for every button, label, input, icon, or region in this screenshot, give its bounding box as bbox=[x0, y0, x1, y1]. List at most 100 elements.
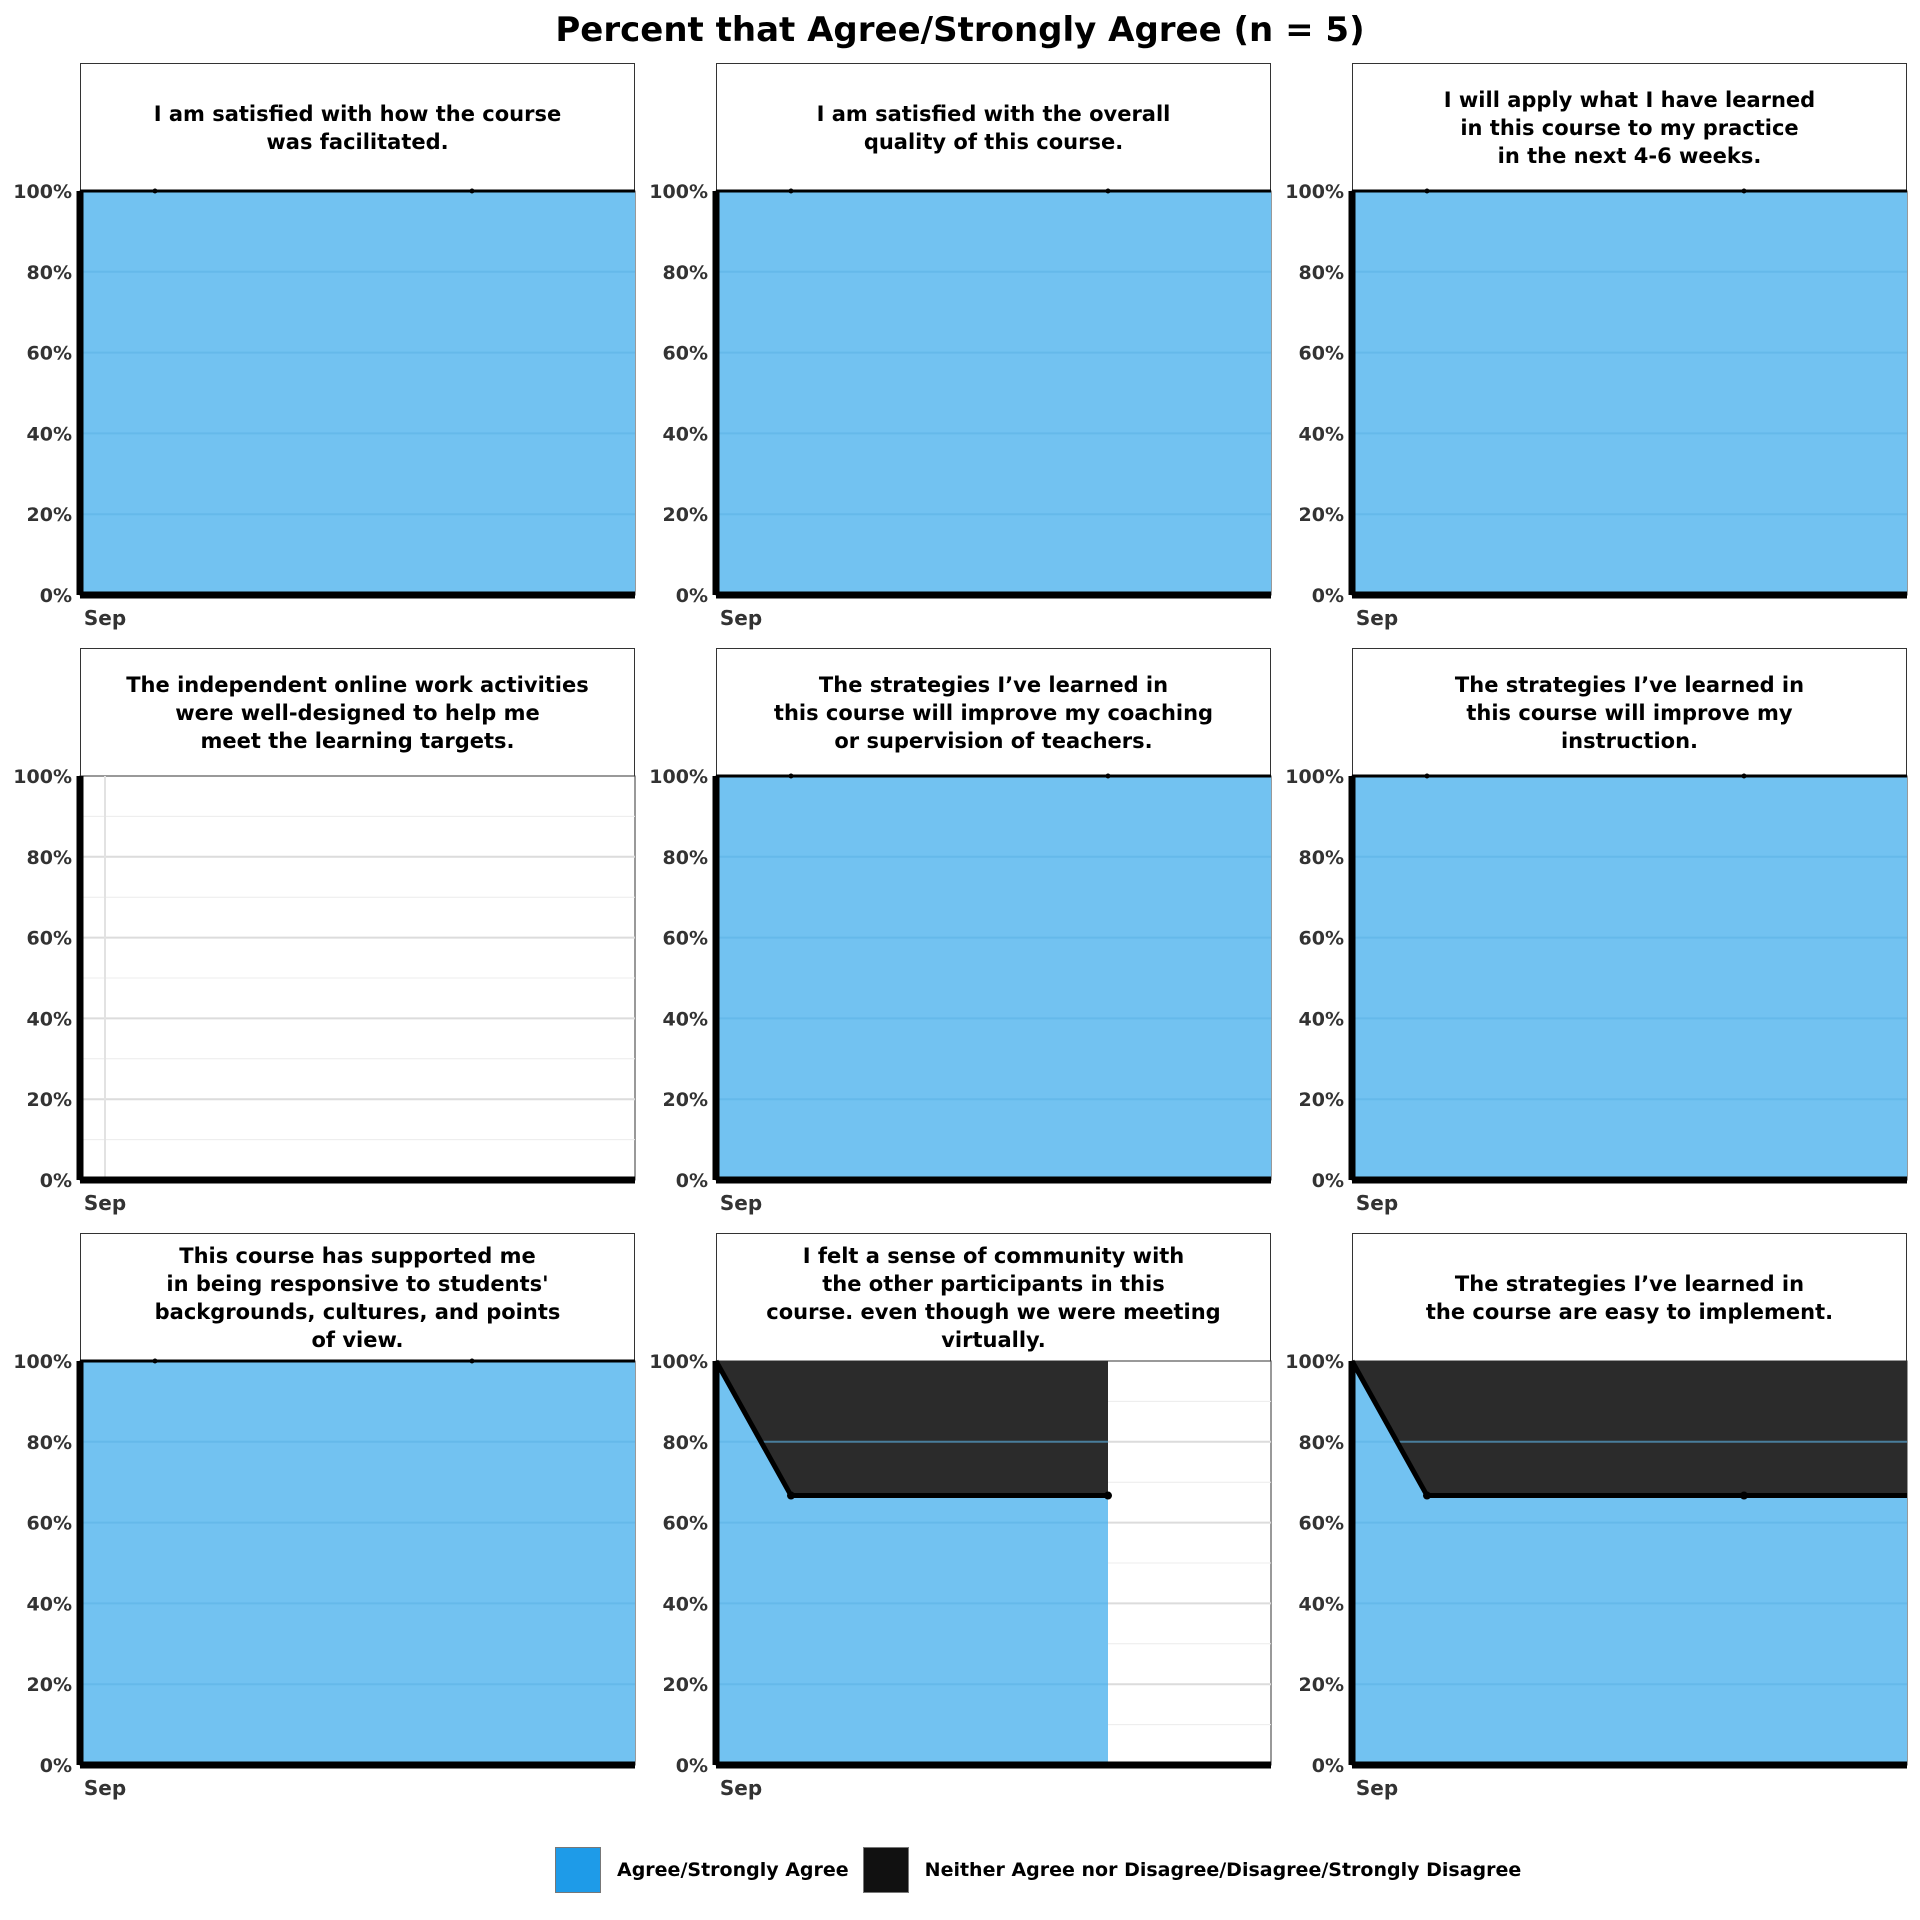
y-tick-label: 100% bbox=[13, 1351, 72, 1373]
y-tick-label: 0% bbox=[676, 1170, 708, 1192]
y-tick-label: 60% bbox=[27, 1513, 72, 1535]
y-tick-label: 0% bbox=[676, 585, 708, 607]
series-line bbox=[1349, 1359, 1907, 1499]
y-tick-label: 80% bbox=[663, 847, 708, 869]
facet-strip: The strategies I’ve learned in the cours… bbox=[1352, 1233, 1907, 1362]
x-tick-label: Sep bbox=[720, 1191, 762, 1215]
plot-area: 0% 20% 40% 60% 80% 100% Sep bbox=[1285, 181, 1908, 630]
facet-title: I felt a sense of community with the oth… bbox=[766, 1244, 1221, 1352]
x-tick-label: Sep bbox=[720, 606, 762, 630]
facet-panel: The strategies I’ve learned in this cour… bbox=[649, 648, 1272, 1215]
facet-title: I will apply what I have learned in this… bbox=[1443, 88, 1816, 168]
y-tick-label: 20% bbox=[663, 1674, 708, 1696]
legend-item: Agree/Strongly Agree bbox=[555, 1847, 849, 1893]
y-tick-label: 80% bbox=[663, 1432, 708, 1454]
agree-area bbox=[1352, 191, 1907, 595]
plot-area: 0% 20% 40% 60% 80% 100% Sep bbox=[13, 766, 636, 1215]
agree-area bbox=[716, 776, 1271, 1180]
y-tick-label: 100% bbox=[649, 181, 708, 203]
data-point bbox=[1741, 773, 1747, 779]
y-tick-label: 80% bbox=[1299, 262, 1344, 284]
y-tick-label: 20% bbox=[1299, 1089, 1344, 1111]
y-tick-label: 0% bbox=[40, 585, 72, 607]
y-tick-label: 80% bbox=[27, 1432, 72, 1454]
y-tick-label: 60% bbox=[27, 928, 72, 950]
facet-title: The independent online work activities w… bbox=[126, 673, 589, 753]
y-tick-label: 20% bbox=[1299, 504, 1344, 526]
y-tick-label: 60% bbox=[27, 343, 72, 365]
data-point bbox=[1105, 773, 1111, 779]
y-tick-label: 20% bbox=[663, 1089, 708, 1111]
x-tick-label: Sep bbox=[1356, 1191, 1398, 1215]
plot-area: 0% 20% 40% 60% 80% 100% Sep bbox=[1285, 1351, 1908, 1800]
agree-area bbox=[716, 191, 1271, 595]
legend: Agree/Strongly Agree Neither Agree nor Di… bbox=[555, 1846, 1535, 1894]
disagree-area bbox=[716, 1361, 1108, 1496]
x-tick-label: Sep bbox=[720, 1776, 762, 1800]
y-tick-label: 80% bbox=[27, 262, 72, 284]
data-point bbox=[788, 773, 794, 779]
y-tick-label: 40% bbox=[663, 1593, 708, 1615]
y-tick-label: 80% bbox=[27, 847, 72, 869]
y-tick-label: 0% bbox=[40, 1170, 72, 1192]
x-tick-label: Sep bbox=[84, 1776, 126, 1800]
x-tick-label: Sep bbox=[1356, 606, 1398, 630]
y-tick-label: 100% bbox=[13, 766, 72, 788]
y-tick-label: 100% bbox=[13, 181, 72, 203]
legend-label: Agree/Strongly Agree bbox=[617, 1859, 849, 1881]
y-tick-label: 20% bbox=[663, 504, 708, 526]
agree-area bbox=[716, 1361, 1108, 1765]
y-tick-label: 0% bbox=[1312, 1755, 1344, 1777]
facet-title: The strategies I’ve learned in this cour… bbox=[1454, 673, 1805, 753]
agree-area bbox=[80, 191, 635, 595]
facet-strip: The strategies I’ve learned in this cour… bbox=[1352, 648, 1907, 777]
y-tick-label: 40% bbox=[663, 1008, 708, 1030]
data-point bbox=[1424, 188, 1430, 194]
facet-strip: I will apply what I have learned in this… bbox=[1352, 63, 1907, 192]
x-tick-label: Sep bbox=[84, 606, 126, 630]
y-tick-label: 40% bbox=[1299, 1593, 1344, 1615]
agree-area bbox=[1352, 1361, 1907, 1765]
plot-area: 0% 20% 40% 60% 80% 100% Sep bbox=[13, 181, 636, 630]
plot-area: 0% 20% 40% 60% 80% 100% Sep bbox=[649, 181, 1272, 630]
y-tick-label: 100% bbox=[1285, 1351, 1344, 1373]
facet-strip: I felt a sense of community with the oth… bbox=[716, 1233, 1271, 1362]
legend-swatch bbox=[555, 1847, 601, 1893]
y-tick-label: 100% bbox=[1285, 766, 1344, 788]
data-point bbox=[1104, 1491, 1112, 1500]
facet-strip: I am satisfied with how the course was f… bbox=[80, 63, 635, 192]
agree-area bbox=[80, 1361, 635, 1765]
plot-area: 0% 20% 40% 60% 80% 100% Sep bbox=[1285, 766, 1908, 1215]
plot-area: 0% 20% 40% 60% 80% 100% Sep bbox=[649, 1351, 1272, 1800]
facet-strip: I am satisfied with the overall quality … bbox=[716, 63, 1271, 192]
facet-strip: This course has supported me in being re… bbox=[80, 1233, 635, 1362]
y-tick-label: 0% bbox=[676, 1755, 708, 1777]
legend-item: Neither Agree nor Disagree/Disagree/Stro… bbox=[862, 1847, 1521, 1893]
x-tick-label: Sep bbox=[84, 1191, 126, 1215]
facet-strip: The independent online work activities w… bbox=[80, 648, 635, 777]
chart-title: Percent that Agree/Strongly Agree (n = 5… bbox=[555, 10, 1365, 50]
facet-panel: I am satisfied with the overall quality … bbox=[649, 63, 1272, 630]
y-tick-label: 0% bbox=[1312, 1170, 1344, 1192]
facet-title: I am satisfied with the overall quality … bbox=[816, 102, 1171, 154]
y-tick-label: 40% bbox=[27, 423, 72, 445]
y-tick-label: 20% bbox=[27, 1674, 72, 1696]
y-tick-label: 80% bbox=[1299, 1432, 1344, 1454]
y-tick-label: 20% bbox=[27, 1089, 72, 1111]
y-tick-label: 20% bbox=[27, 504, 72, 526]
plot-area: 0% 20% 40% 60% 80% 100% Sep bbox=[649, 766, 1272, 1215]
data-point bbox=[1105, 188, 1111, 194]
facet-panel: This course has supported me in being re… bbox=[13, 1233, 636, 1800]
y-tick-label: 80% bbox=[663, 262, 708, 284]
data-point bbox=[469, 188, 475, 194]
facet-title: The strategies I’ve learned in this cour… bbox=[773, 673, 1214, 753]
data-point bbox=[788, 188, 794, 194]
y-tick-label: 40% bbox=[1299, 423, 1344, 445]
y-tick-label: 40% bbox=[27, 1008, 72, 1030]
facet-panel: The strategies I’ve learned in the cours… bbox=[1285, 1233, 1908, 1800]
facet-title: The strategies I’ve learned in the cours… bbox=[1425, 1272, 1834, 1324]
data-point bbox=[1423, 1491, 1431, 1500]
facet-panel: I am satisfied with how the course was f… bbox=[13, 63, 636, 630]
data-point bbox=[152, 1358, 158, 1364]
data-point bbox=[152, 188, 158, 194]
